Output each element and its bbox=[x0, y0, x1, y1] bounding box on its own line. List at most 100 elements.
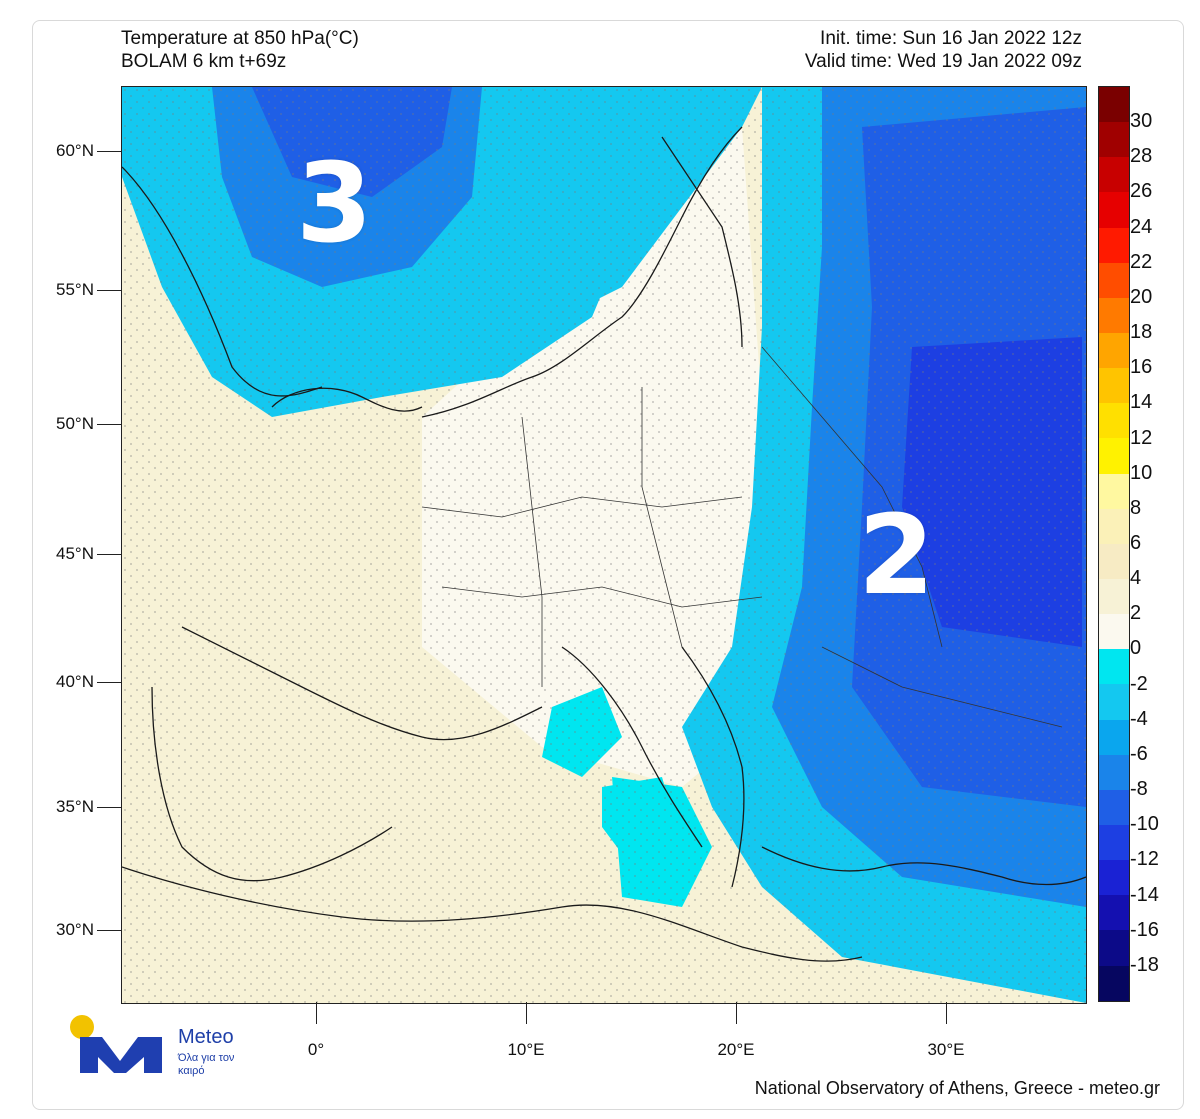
lat-label-40: 40°N bbox=[56, 672, 94, 691]
lat-label-45: 45°N bbox=[56, 544, 94, 563]
value-dots-overlay bbox=[122, 87, 1086, 1003]
colorbar-label: 26 bbox=[1130, 180, 1153, 203]
colorbar-cell bbox=[1099, 297, 1129, 333]
brand-name: Meteo bbox=[178, 1026, 234, 1048]
colorbar-label: 6 bbox=[1130, 532, 1142, 554]
colorbar-cell bbox=[1099, 754, 1129, 790]
colorbar-cell bbox=[1099, 860, 1129, 896]
colorbar-cell bbox=[1099, 508, 1129, 544]
colorbar-label: 2 bbox=[1130, 602, 1142, 625]
colorbar-label: 4 bbox=[1130, 567, 1142, 590]
colorbar-label: -14 bbox=[1130, 883, 1159, 906]
m-logo-mark bbox=[80, 1037, 162, 1073]
colorbar-cell bbox=[1099, 614, 1129, 650]
colorbar-cell bbox=[1099, 649, 1129, 685]
colorbar-label: 22 bbox=[1130, 250, 1153, 273]
lat-tick-60 bbox=[97, 151, 121, 152]
colorbar-label: -12 bbox=[1130, 848, 1159, 871]
colorbar-cell bbox=[1099, 192, 1129, 228]
lon-label-0: 0° bbox=[307, 1040, 325, 1059]
colorbar-cell bbox=[1099, 262, 1129, 298]
colorbar-label: 0 bbox=[1130, 637, 1142, 660]
border-line-3 bbox=[521, 416, 543, 687]
colorbar-label: 16 bbox=[1130, 356, 1153, 379]
lat-label-55: 55°N bbox=[56, 280, 94, 299]
border-line-4 bbox=[641, 387, 683, 648]
colorbar-cell bbox=[1099, 87, 1129, 123]
lat-label-50: 50°N bbox=[56, 414, 94, 433]
lon-label-10e: 10°E bbox=[507, 1040, 545, 1059]
lon-tick-30e bbox=[946, 1002, 947, 1024]
valid-time: Valid time: Wed 19 Jan 2022 09z bbox=[804, 51, 1082, 72]
lat-tick-50 bbox=[97, 424, 121, 425]
title-line-2: BOLAM 6 km t+69z bbox=[121, 51, 287, 72]
colorbar-label: 14 bbox=[1130, 391, 1153, 414]
overlay-number-2: 2 bbox=[858, 491, 935, 619]
temperature-map bbox=[121, 86, 1087, 1004]
colorbar-cell bbox=[1099, 684, 1129, 720]
colorbar-cell bbox=[1099, 438, 1129, 474]
coast-north-africa bbox=[122, 866, 863, 962]
init-time: Init. time: Sun 16 Jan 2022 12z bbox=[820, 28, 1082, 49]
overlay-number-3: 3 bbox=[296, 139, 373, 267]
border-line-6 bbox=[821, 646, 1063, 728]
colorbar-label: -8 bbox=[1130, 778, 1148, 801]
colorbar-cell bbox=[1099, 122, 1129, 158]
lon-label-30e: 30°E bbox=[927, 1040, 965, 1059]
lat-tick-40 bbox=[97, 682, 121, 683]
border-line-1 bbox=[421, 496, 743, 518]
lon-tick-10e bbox=[526, 1002, 527, 1024]
colorbar-cell bbox=[1099, 403, 1129, 439]
border-line-5 bbox=[761, 346, 943, 648]
coast-channel bbox=[271, 387, 423, 412]
colorbar-cell bbox=[1099, 543, 1129, 579]
lat-label-35: 35°N bbox=[56, 797, 94, 816]
lon-tick-0 bbox=[316, 1002, 317, 1024]
coast-iberia-france bbox=[181, 626, 543, 741]
lat-tick-45 bbox=[97, 554, 121, 555]
borders bbox=[421, 346, 1063, 728]
temperature-colorbar bbox=[1098, 86, 1130, 1002]
lat-tick-55 bbox=[97, 290, 121, 291]
colorbar-cell bbox=[1099, 719, 1129, 755]
lon-tick-20e bbox=[736, 1002, 737, 1024]
colorbar-cell bbox=[1099, 332, 1129, 369]
brand-tagline: Όλα για τον καιρό bbox=[178, 1052, 235, 1077]
colorbar-label: 20 bbox=[1130, 285, 1153, 308]
colorbar-label: 8 bbox=[1130, 496, 1142, 519]
colorbar-label: 10 bbox=[1130, 461, 1153, 484]
lat-label-60: 60°N bbox=[56, 141, 94, 160]
colorbar-cell bbox=[1099, 157, 1129, 193]
colorbar-label: 24 bbox=[1130, 215, 1153, 238]
map-times: Init. time: Sun 16 Jan 2022 12z Valid ti… bbox=[805, 27, 1082, 73]
coast-iberia-south bbox=[151, 686, 393, 882]
colorbar-label: -10 bbox=[1130, 813, 1159, 836]
coastlines bbox=[122, 126, 1086, 962]
colorbar-cell bbox=[1099, 824, 1129, 861]
colorbar-label: -18 bbox=[1130, 953, 1159, 976]
lat-tick-30 bbox=[97, 930, 121, 931]
border-line-2 bbox=[441, 586, 763, 608]
coast-north-sea bbox=[421, 126, 743, 418]
coast-italy bbox=[561, 646, 703, 848]
colorbar-cell bbox=[1099, 473, 1129, 509]
coast-turkey bbox=[761, 846, 1086, 886]
lat-label-30: 30°N bbox=[56, 920, 94, 939]
colorbar-cell bbox=[1099, 895, 1129, 931]
colorbar-label: -16 bbox=[1130, 918, 1159, 941]
colorbar-cell bbox=[1099, 227, 1129, 263]
map-canvas bbox=[122, 87, 1086, 1003]
lon-label-20e: 20°E bbox=[717, 1040, 755, 1059]
meteo-logo bbox=[70, 1015, 162, 1073]
lat-tick-35 bbox=[97, 807, 121, 808]
colorbar-cell bbox=[1099, 789, 1129, 825]
colorbar-cell bbox=[1099, 965, 1129, 1001]
colorbar-label: 18 bbox=[1130, 321, 1153, 344]
colorbar-label: -2 bbox=[1130, 672, 1148, 695]
colorbar-label: 12 bbox=[1130, 426, 1153, 449]
colorbar-label: -6 bbox=[1130, 742, 1148, 765]
colorbar-label: 30 bbox=[1130, 110, 1153, 133]
sun-icon bbox=[70, 1015, 94, 1039]
coast-baltic bbox=[661, 136, 743, 348]
colorbar-cell bbox=[1099, 368, 1129, 404]
